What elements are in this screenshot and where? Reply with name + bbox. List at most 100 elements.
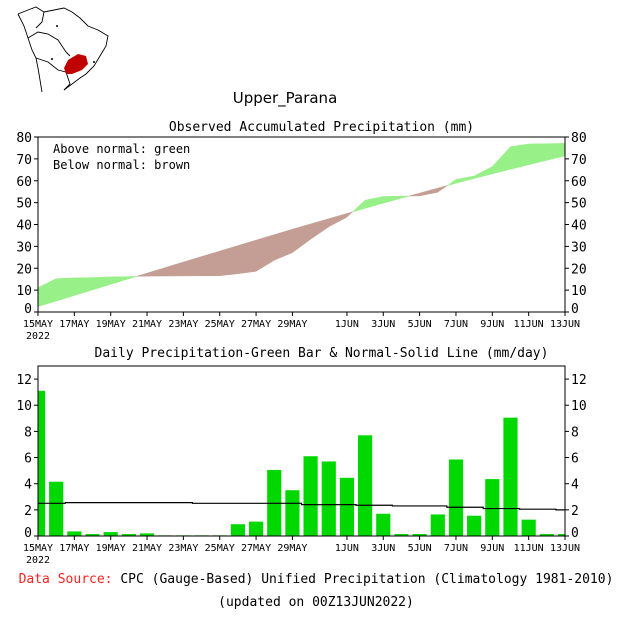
y-tick-label-left: 8 — [24, 425, 32, 440]
x-tick-label: 11JUN — [514, 319, 544, 330]
above-normal-area — [473, 166, 493, 179]
daily-bar — [539, 534, 554, 536]
daily-bar — [38, 390, 46, 536]
plot-frame — [37, 365, 566, 537]
daily-bar — [358, 435, 373, 536]
y-tick-label-right: 70 — [571, 153, 587, 168]
x-tick-label: 3JUN — [371, 319, 395, 330]
below-normal-area — [408, 192, 420, 197]
y-tick-label-right: 60 — [571, 175, 587, 190]
year-label: 2022 — [26, 555, 50, 566]
x-tick-label: 15MAY — [23, 319, 53, 330]
daily-precip-chart: Daily Precipitation-Green Bar & Normal-S… — [16, 346, 586, 566]
normal-line — [38, 502, 565, 511]
above-normal-area — [455, 175, 475, 184]
x-tick-label: 1JUN — [335, 543, 359, 554]
y-tick-label-right: 4 — [571, 478, 579, 493]
y-tick-label-right: 50 — [571, 197, 587, 212]
upper-parana-region — [64, 54, 88, 74]
daily-bar — [557, 534, 565, 536]
x-tick-label: 1JUN — [335, 319, 359, 330]
y-tick-label-left: 40 — [16, 219, 32, 234]
y-tick-label-right: 10 — [571, 284, 587, 299]
above-normal-area — [74, 277, 93, 296]
x-tick-label: 25MAY — [205, 319, 235, 330]
updated-timestamp: (updated on 00Z13JUN2022) — [218, 595, 414, 610]
data-source-label: Data Source: — [18, 572, 113, 587]
x-tick-label: 21MAY — [132, 543, 162, 554]
below-normal-area — [273, 228, 293, 261]
y-tick-label-left: 50 — [16, 197, 32, 212]
y-tick-label-left: 20 — [16, 262, 32, 277]
daily-bar — [303, 456, 318, 536]
above-normal-area — [492, 146, 511, 175]
y-tick-label-left: 10 — [16, 399, 32, 414]
x-tick-label: 5JUN — [408, 319, 432, 330]
chart-title: Observed Accumulated Precipitation (mm) — [169, 120, 474, 135]
below-normal-area — [237, 239, 257, 275]
x-tick-label: 17MAY — [59, 319, 89, 330]
legend-entry: Above normal: green — [53, 142, 190, 156]
x-tick-label: 23MAY — [168, 543, 198, 554]
y-tick-label-left: 6 — [24, 452, 32, 467]
chart-title: Daily Precipitation-Green Bar & Normal-S… — [95, 346, 549, 361]
daily-bar — [503, 417, 518, 536]
x-tick-label: 13JUN — [550, 319, 580, 330]
y-tick-label-left: 60 — [16, 175, 32, 190]
daily-bar — [339, 477, 355, 536]
below-normal-area — [328, 213, 348, 228]
year-label: 2022 — [26, 331, 50, 340]
x-tick-label: 7JUN — [444, 319, 468, 330]
daily-bar — [521, 519, 536, 536]
daily-bar — [376, 513, 391, 536]
daily-bar — [67, 531, 82, 536]
daily-bar — [230, 524, 245, 536]
y-tick-label-left: 30 — [16, 240, 32, 255]
y-tick-label-left: 2 — [24, 504, 32, 519]
daily-bar — [412, 534, 427, 536]
daily-bar — [448, 459, 464, 536]
y-tick-label-right: 40 — [571, 219, 587, 234]
y-tick-label-right: 20 — [571, 262, 587, 277]
above-normal-area — [447, 178, 457, 186]
below-normal-area — [164, 261, 184, 277]
x-tick-label: 9JUN — [480, 543, 504, 554]
x-tick-label: 27MAY — [241, 319, 271, 330]
y-tick-label-left: 0 — [24, 302, 32, 317]
data-source-line: Data Source: CPC (Gauge-Based) Unified P… — [0, 572, 632, 587]
x-tick-label: 13JUN — [550, 543, 580, 554]
below-normal-area — [183, 256, 202, 277]
daily-bar — [49, 481, 64, 536]
above-normal-area — [510, 143, 529, 170]
x-tick-label: 27MAY — [241, 543, 271, 554]
above-normal-area — [55, 277, 75, 302]
data-source-text: CPC (Gauge-Based) Unified Precipitation … — [120, 572, 614, 587]
daily-bar — [485, 479, 500, 536]
x-tick-label: 21MAY — [132, 319, 162, 330]
y-tick-label-right: 30 — [571, 240, 587, 255]
legend-entry: Below normal: brown — [53, 158, 190, 172]
x-tick-label: 19MAY — [96, 543, 126, 554]
x-tick-label: 19MAY — [96, 319, 126, 330]
below-normal-area — [201, 250, 220, 277]
y-tick-label-left: 4 — [24, 478, 32, 493]
x-tick-label: 3JUN — [371, 543, 395, 554]
daily-bar — [394, 534, 409, 536]
above-normal-area — [128, 276, 137, 280]
below-normal-area — [219, 245, 239, 276]
x-tick-label: 5JUN — [408, 543, 432, 554]
below-normal-area — [419, 187, 439, 197]
accumulated-precip-chart: Observed Accumulated Precipitation (mm) 0… — [16, 120, 587, 340]
below-normal-area — [437, 185, 448, 193]
below-normal-area — [146, 267, 166, 277]
above-normal-area — [37, 278, 57, 307]
y-tick-label-right: 2 — [571, 504, 579, 519]
daily-bar — [248, 521, 264, 536]
south-america-locator-map — [17, 6, 109, 93]
x-tick-label: 25MAY — [205, 543, 235, 554]
daily-bar — [139, 533, 155, 536]
above-normal-area — [110, 276, 130, 285]
y-tick-label-right: 8 — [571, 425, 579, 440]
daily-bar — [103, 532, 118, 536]
